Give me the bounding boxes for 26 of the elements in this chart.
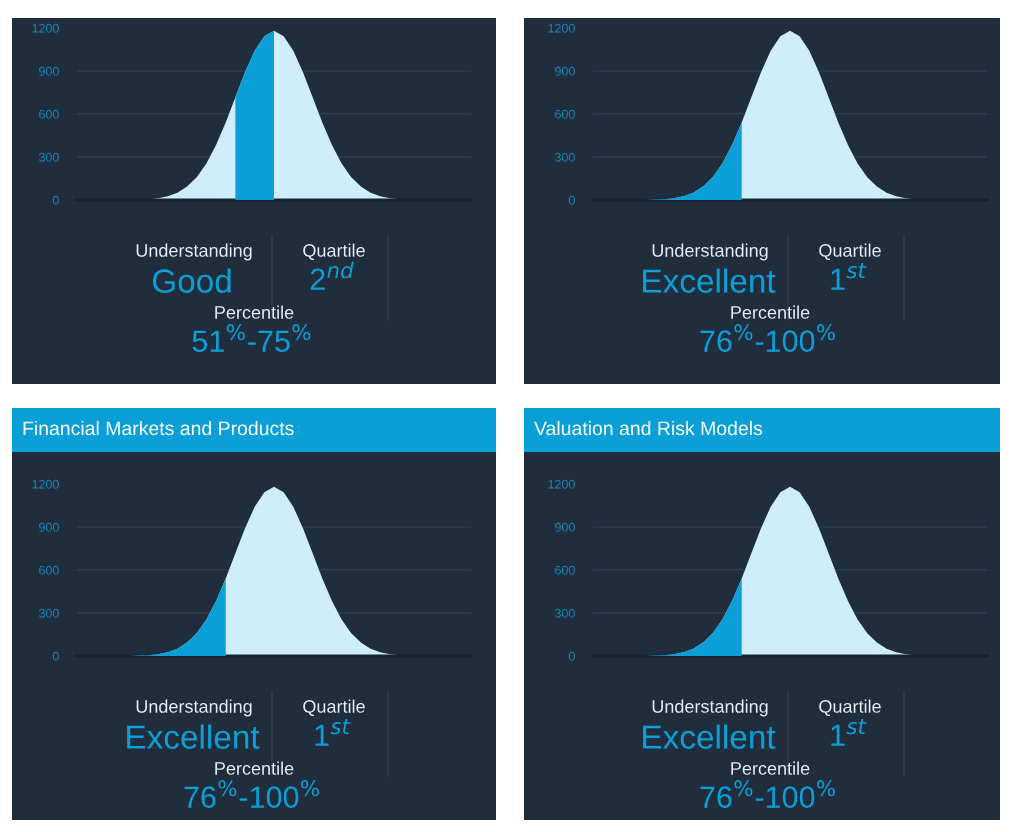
text: Percentile xyxy=(731,305,810,319)
text: 1$^{st}$ xyxy=(831,719,867,746)
text: Percentile xyxy=(215,305,294,319)
text: Excellent xyxy=(643,268,776,293)
text: Understanding xyxy=(652,243,768,261)
chart-title: Valuation and Risk Models xyxy=(534,420,763,436)
text: 2$^{nd}$ xyxy=(310,261,354,290)
text: Good xyxy=(152,268,231,293)
chart-title: Financial Markets and Products xyxy=(23,420,294,436)
text: Quartile xyxy=(819,243,881,261)
text: Excellent xyxy=(643,724,776,749)
text: Quartile xyxy=(819,699,881,717)
text: 76$^{%}$-100$^{%}$ xyxy=(700,324,835,352)
text: Percentile xyxy=(731,761,810,775)
text: Quartile xyxy=(303,699,365,717)
text: 1$^{st}$ xyxy=(831,263,867,290)
text: 76$^{%}$-100$^{%}$ xyxy=(700,780,835,808)
text: 51$^{%}$-75$^{%}$ xyxy=(192,324,311,352)
text: Understanding xyxy=(136,243,252,261)
text: Excellent xyxy=(127,724,260,749)
text: Quartile xyxy=(303,243,365,261)
text: Percentile xyxy=(215,761,294,775)
text: Understanding xyxy=(136,699,252,717)
text: Understanding xyxy=(652,699,768,717)
text: 1$^{st}$ xyxy=(315,719,351,746)
text: 76$^{%}$-100$^{%}$ xyxy=(184,780,319,808)
